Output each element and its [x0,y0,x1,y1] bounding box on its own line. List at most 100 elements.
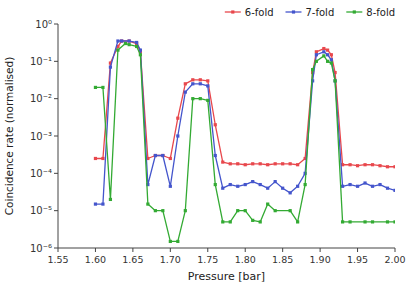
marker [169,157,172,160]
marker [184,82,187,85]
x-tick [395,248,396,252]
marker [393,220,395,223]
marker [326,53,329,56]
y-tick [54,136,58,137]
marker [139,53,142,56]
marker [214,123,217,126]
marker [281,187,284,190]
marker [371,220,374,223]
x-tick [245,248,246,252]
y-tick-label: 10⁻³ [30,131,52,142]
y-tick-label: 10⁻⁴ [30,168,52,179]
marker [244,163,247,166]
marker [330,53,333,56]
x-tick [170,248,171,252]
legend-marker [353,10,356,13]
marker [251,180,254,183]
marker [120,39,123,42]
marker [236,185,239,188]
y-tick [54,248,58,249]
series-line [95,44,395,242]
legend-item: 8-fold [346,7,395,18]
legend-swatch [286,11,302,12]
y-tick [54,173,58,174]
marker [116,39,119,42]
x-tick [357,248,358,252]
marker [120,39,123,42]
marker [251,162,254,165]
legend-swatch [346,11,362,12]
marker [94,157,97,160]
legend: 6-fold 7-fold 8-fold [225,7,395,18]
y-tick-label: 10⁻² [30,93,52,104]
marker [371,163,374,166]
marker [184,90,187,93]
marker [322,54,325,57]
marker [124,42,127,45]
marker [274,162,277,165]
marker [101,157,104,160]
x-tick [132,248,133,252]
marker [221,187,224,190]
marker [214,154,217,157]
y-tick [54,210,58,211]
x-tick-label: 1.80 [235,254,256,265]
marker [259,162,262,165]
marker [236,162,239,165]
marker [135,45,138,48]
marker [259,183,262,186]
marker [251,219,254,222]
legend-item: 6-fold [225,7,274,18]
marker [363,181,366,184]
marker [109,66,112,69]
marker [363,220,366,223]
x-tick [207,248,208,252]
marker [221,220,224,223]
marker [296,220,299,223]
marker [333,79,336,82]
marker [101,86,104,89]
marker [356,185,359,188]
marker [378,164,381,167]
marker [266,187,269,190]
marker [393,165,395,168]
marker [289,191,292,194]
x-tick-label: 1.70 [160,254,181,265]
marker [378,183,381,186]
y-tick-label: 10⁰ [35,19,52,30]
x-tick-label: 1.85 [272,254,293,265]
legend-label: 8-fold [366,7,395,18]
marker [214,183,217,186]
marker [371,185,374,188]
marker [266,163,269,166]
marker [386,220,389,223]
x-axis-line [58,248,395,249]
marker [386,187,389,190]
legend-item: 7-fold [286,7,335,18]
x-tick-label: 1.55 [47,254,68,265]
y-tick [54,24,58,25]
marker [266,202,269,205]
x-axis-label: Pressure [bar] [188,270,265,283]
marker [281,162,284,165]
x-tick [320,248,321,252]
marker [259,220,262,223]
y-tick [54,61,58,62]
marker [356,164,359,167]
marker [154,209,157,212]
x-tick-label: 1.75 [197,254,218,265]
marker [289,162,292,165]
series [94,39,395,168]
marker [363,163,366,166]
legend-marker [292,10,295,13]
marker [94,86,97,89]
y-tick-label: 10⁻⁶ [30,243,52,254]
marker [289,209,292,212]
marker [315,53,318,56]
marker [333,79,336,82]
marker [161,209,164,212]
marker [341,220,344,223]
marker [304,183,307,186]
y-axis-label: Coincidence rate (normalised) [3,57,15,216]
chart: 1.551.601.651.701.751.801.851.901.952.00… [0,0,407,286]
